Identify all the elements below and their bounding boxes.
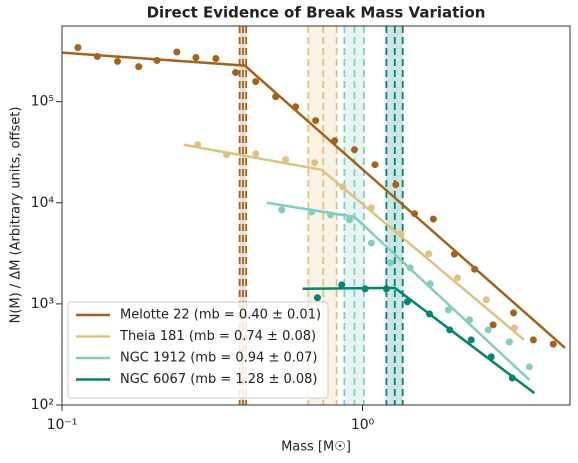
data-point bbox=[426, 280, 434, 288]
data-point bbox=[252, 78, 260, 86]
data-point bbox=[425, 310, 433, 318]
data-point bbox=[153, 57, 161, 65]
data-point bbox=[510, 324, 518, 332]
data-point bbox=[361, 285, 369, 293]
data-point bbox=[510, 309, 518, 317]
plot-marks bbox=[61, 44, 566, 395]
data-point bbox=[471, 265, 479, 273]
data-point bbox=[272, 93, 280, 101]
y-tick-label: 10³ bbox=[31, 296, 54, 312]
data-point bbox=[278, 206, 286, 214]
data-point bbox=[212, 55, 220, 63]
data-point bbox=[549, 340, 557, 348]
plot-frame bbox=[61, 25, 571, 406]
legend-box bbox=[67, 301, 329, 399]
data-point bbox=[223, 151, 231, 159]
fit-line bbox=[61, 51, 566, 349]
data-point bbox=[529, 336, 537, 344]
data-point bbox=[93, 52, 101, 60]
data-point bbox=[446, 326, 454, 334]
data-point bbox=[327, 211, 335, 219]
chart-title: Direct Evidence of Break Mass Variation bbox=[147, 4, 486, 22]
data-point bbox=[403, 298, 411, 306]
data-point bbox=[308, 208, 316, 216]
data-point bbox=[508, 374, 516, 382]
data-point bbox=[429, 215, 437, 223]
data-point bbox=[382, 285, 390, 293]
y-axis-label: N(M) / ΔM (Arbitrary units, offset) bbox=[9, 107, 24, 324]
data-point bbox=[367, 204, 375, 212]
data-point bbox=[312, 117, 320, 125]
y-tick-label: 10² bbox=[31, 397, 54, 413]
data-point bbox=[192, 54, 200, 62]
data-point bbox=[282, 156, 290, 164]
data-point bbox=[454, 274, 462, 282]
data-point bbox=[425, 250, 433, 258]
data-point bbox=[487, 353, 495, 361]
data-point bbox=[339, 183, 347, 191]
x-tick-label: 10⁻¹ bbox=[47, 417, 78, 433]
legend-label: Theia 181 (mb = 0.74 ± 0.08) bbox=[119, 329, 316, 344]
data-point bbox=[350, 146, 358, 154]
data-point bbox=[135, 63, 143, 71]
data-point bbox=[466, 316, 474, 324]
data-point bbox=[114, 57, 122, 65]
legend-label: NGC 1912 (mb = 0.94 ± 0.07) bbox=[120, 351, 318, 366]
data-point bbox=[406, 264, 414, 272]
legend-label: Melotte 22 (mb = 0.40 ± 0.01) bbox=[120, 308, 321, 323]
x-axis-label: Mass [M☉] bbox=[281, 440, 351, 455]
data-point bbox=[292, 103, 300, 111]
y-tick-label: 10⁴ bbox=[31, 195, 55, 211]
data-point bbox=[313, 294, 321, 302]
data-point bbox=[338, 281, 346, 289]
x-tick-label: 10⁰ bbox=[351, 417, 375, 433]
data-point bbox=[252, 150, 260, 158]
data-point bbox=[194, 141, 202, 149]
fit-line bbox=[302, 286, 536, 395]
fit-line bbox=[266, 201, 531, 381]
data-point bbox=[392, 181, 400, 189]
y-tick-label: 10⁵ bbox=[31, 94, 54, 110]
data-point bbox=[331, 137, 339, 145]
data-point bbox=[411, 210, 419, 218]
data-point bbox=[450, 250, 458, 258]
data-point bbox=[367, 239, 375, 247]
data-point bbox=[484, 326, 492, 334]
data-point bbox=[489, 321, 497, 329]
legend-label: NGC 6067 (mb = 1.28 ± 0.08) bbox=[120, 372, 318, 387]
data-point bbox=[74, 44, 82, 52]
data-point bbox=[397, 230, 405, 238]
data-point bbox=[444, 306, 452, 314]
data-point bbox=[387, 259, 395, 267]
data-point bbox=[482, 296, 490, 304]
data-point bbox=[525, 363, 533, 371]
data-point bbox=[371, 161, 379, 169]
data-point bbox=[505, 338, 513, 346]
data-point bbox=[346, 216, 354, 224]
data-point bbox=[173, 48, 181, 56]
data-point bbox=[311, 159, 319, 167]
legend: Melotte 22 (mb = 0.40 ± 0.01) Theia 181 (… bbox=[67, 301, 329, 399]
data-point bbox=[467, 336, 475, 344]
data-point bbox=[232, 69, 240, 77]
